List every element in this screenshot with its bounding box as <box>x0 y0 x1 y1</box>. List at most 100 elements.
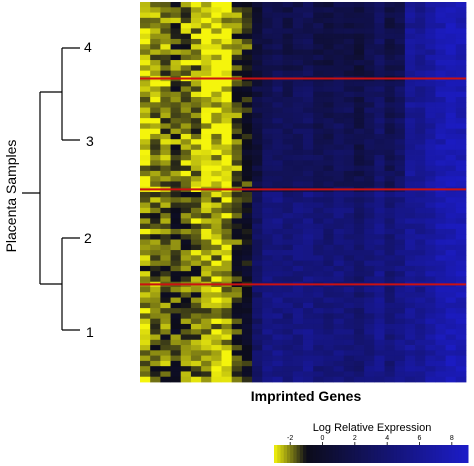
heatmap-cell <box>252 181 263 188</box>
heatmap-cell <box>404 70 416 77</box>
heatmap-cell <box>211 334 222 341</box>
heatmap-cell <box>201 112 212 119</box>
heatmap-cell <box>313 228 324 235</box>
heatmap-cell <box>231 155 243 161</box>
heatmap-cell <box>455 97 467 103</box>
heatmap-cell <box>272 202 284 209</box>
heatmap-cell <box>160 234 171 240</box>
heatmap-cell <box>435 102 447 108</box>
heatmap-cell <box>252 376 263 383</box>
heatmap-cell <box>435 65 447 72</box>
heatmap-cell <box>272 70 284 77</box>
heatmap-cell <box>455 197 467 203</box>
heatmap-cell <box>394 223 406 230</box>
heatmap-cell <box>364 23 375 29</box>
heatmap-cell <box>455 292 467 298</box>
heatmap-cell <box>170 33 182 40</box>
heatmap-cell <box>150 255 161 262</box>
heatmap-cell <box>435 23 447 29</box>
heatmap-cell <box>343 107 355 114</box>
heatmap-cell <box>343 271 355 277</box>
heatmap-cell <box>231 112 243 119</box>
heatmap-cell <box>313 28 324 35</box>
heatmap-cell <box>231 139 243 145</box>
heatmap-cell <box>364 313 375 320</box>
heatmap-cell <box>282 139 294 145</box>
heatmap-cell <box>262 54 273 61</box>
heatmap-cell <box>313 250 324 256</box>
heatmap-cell <box>333 7 345 13</box>
heatmap-cell <box>374 366 385 372</box>
heatmap-cell <box>292 350 304 357</box>
heatmap-cell <box>435 228 447 235</box>
heatmap-cell <box>201 38 212 45</box>
heatmap-cell <box>221 133 233 140</box>
heatmap-cell <box>394 28 406 35</box>
heatmap-cell <box>190 81 202 87</box>
heatmap-cell <box>241 70 253 77</box>
heatmap-cell <box>292 207 304 214</box>
heatmap-cell <box>384 60 396 66</box>
heatmap-cell <box>445 112 457 119</box>
heatmap-cell <box>282 350 294 357</box>
heatmap-cell <box>333 334 345 341</box>
heatmap-cell <box>425 107 436 114</box>
heatmap-cell <box>394 160 406 167</box>
heatmap-cell <box>323 287 334 293</box>
heatmap-cell <box>394 170 406 177</box>
heatmap-cell <box>313 17 324 24</box>
heatmap-cell <box>272 339 284 346</box>
heatmap-cell <box>272 218 284 225</box>
heatmap-cell <box>282 7 294 13</box>
heatmap-cell <box>180 313 192 320</box>
heatmap-cell <box>445 128 457 135</box>
heatmap-cell <box>435 112 447 119</box>
heatmap-cell <box>364 276 375 283</box>
heatmap-cell <box>313 176 324 182</box>
heatmap-cell <box>333 244 345 251</box>
heatmap-cell <box>353 228 365 235</box>
heatmap-cell <box>292 123 304 130</box>
heatmap-cell <box>313 192 324 198</box>
heatmap-cell <box>140 133 151 140</box>
heatmap-cell <box>384 65 396 72</box>
heatmap-cell <box>404 97 416 103</box>
heatmap-cell <box>374 376 385 383</box>
heatmap-cell <box>364 250 375 256</box>
heatmap-cell <box>445 91 457 98</box>
heatmap-cell <box>160 2 171 8</box>
heatmap-cell <box>303 239 314 246</box>
heatmap-cell <box>231 271 243 277</box>
heatmap-cell <box>211 28 222 35</box>
heatmap-cell <box>140 223 151 230</box>
heatmap-cell <box>323 97 334 103</box>
legend-color-step <box>432 445 437 463</box>
heatmap-cell <box>231 23 243 29</box>
heatmap-cell <box>292 149 304 156</box>
heatmap-cell <box>313 33 324 40</box>
heatmap-cell <box>252 360 263 367</box>
heatmap-cell <box>333 287 345 293</box>
heatmap-cell <box>160 302 171 309</box>
heatmap-cell <box>190 234 202 240</box>
heatmap-cell <box>435 97 447 103</box>
heatmap-cell <box>455 7 467 13</box>
heatmap-cell <box>252 329 263 335</box>
heatmap-cell <box>374 128 385 135</box>
heatmap-cell <box>292 176 304 182</box>
legend-tick-label: 8 <box>450 435 454 442</box>
heatmap-cell <box>425 260 436 267</box>
heatmap-cell <box>170 144 182 151</box>
heatmap-cell <box>170 271 182 277</box>
heatmap-cell <box>303 202 314 209</box>
heatmap-cell <box>353 23 365 29</box>
heatmap-cell <box>150 144 161 151</box>
heatmap-cell <box>262 81 273 87</box>
heatmap-cell <box>180 86 192 93</box>
heatmap-cell <box>180 2 192 8</box>
heatmap-cell <box>292 308 304 314</box>
legend-color-step <box>383 445 388 463</box>
heatmap-cell <box>292 313 304 320</box>
heatmap-cell <box>211 49 222 56</box>
heatmap-cell <box>313 323 324 330</box>
